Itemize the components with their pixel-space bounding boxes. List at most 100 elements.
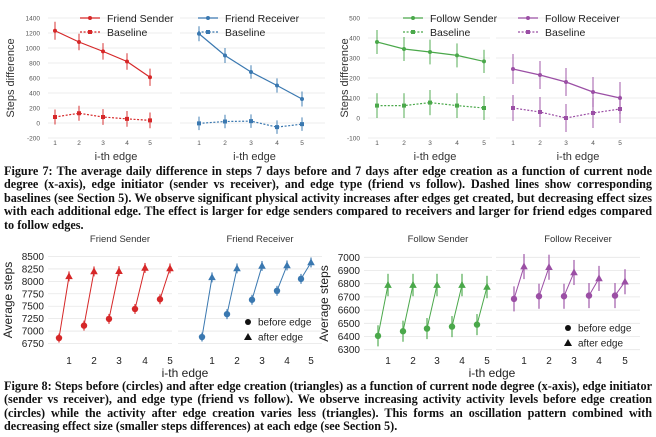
data-point-square [53, 115, 57, 119]
legend-label: Friend Sender [107, 13, 174, 25]
connector-line [83, 271, 95, 326]
x-axis-label: i-th edge [469, 366, 516, 380]
x-tick-label: 2 [77, 140, 81, 147]
legend-marker-square [411, 30, 415, 34]
connector-line [513, 266, 525, 300]
x-tick-label: 5 [618, 140, 622, 147]
x-tick-label: 4 [459, 356, 465, 367]
data-point-after-triangle [409, 281, 417, 288]
data-point-before-circle [80, 322, 88, 329]
data-point-square [125, 116, 129, 121]
x-tick-label: 4 [596, 356, 602, 367]
data-point-after-triangle [433, 281, 441, 288]
x-tick-label: 5 [484, 356, 490, 367]
y-tick-label: 6500 [338, 319, 361, 330]
data-point-before-circle [131, 305, 139, 313]
connector-line [58, 276, 70, 339]
legend-after-triangle-icon [564, 339, 572, 346]
data-point-after-triangle [384, 281, 392, 288]
y-tick-label: 6600 [338, 306, 361, 317]
panel-title: Follow Sender [408, 234, 469, 245]
x-tick-label: 4 [591, 140, 595, 147]
y-tick-label: 6800 [338, 279, 361, 290]
x-tick-label: 5 [308, 356, 314, 367]
y-tick-label: 8250 [22, 264, 45, 275]
data-point-after-triangle [65, 272, 73, 280]
x-tick-label: 5 [482, 140, 486, 147]
data-point-circle [275, 83, 279, 88]
panel-figure-7-friend-sender: -200 0 200 400 600 800 1000 1200 1400 1 2 3 4 5 Steps … [5, 13, 174, 163]
y-tick-label: 400 [29, 90, 40, 97]
legend-marker-square [88, 30, 92, 34]
legend-before-circle-icon [565, 325, 571, 331]
y-tick-label: 500 [349, 15, 360, 22]
data-point-before-circle [423, 325, 431, 332]
connector-line [402, 284, 414, 332]
x-tick-label: 2 [538, 140, 542, 147]
x-tick-label: 4 [125, 140, 129, 147]
legend-label: Follow Sender [430, 13, 498, 25]
data-point-after-triangle [483, 283, 491, 290]
data-point-circle [428, 50, 432, 54]
data-point-before-circle [198, 333, 206, 341]
data-point-circle [77, 40, 81, 44]
x-tick-label: 2 [546, 356, 552, 367]
connector-line [251, 265, 263, 300]
x-tick-label: 1 [66, 356, 72, 367]
x-tick-label: 1 [197, 140, 201, 147]
y-tick-label: 6400 [338, 332, 361, 343]
x-tick-label: 1 [209, 356, 215, 367]
data-point-circle [148, 75, 152, 80]
y-tick-label: 1000 [26, 45, 41, 52]
x-tick-label: 5 [300, 140, 304, 147]
y-tick-label: 7750 [22, 289, 45, 300]
data-point-square [300, 122, 304, 127]
y-tick-label: 6750 [22, 339, 45, 350]
data-point-before-circle [560, 293, 568, 300]
data-point-before-circle [297, 275, 305, 283]
y-tick-label: 7000 [338, 253, 361, 264]
y-tick-label: 800 [29, 60, 40, 67]
data-point-circle [591, 90, 595, 94]
connector-line [377, 284, 389, 336]
legend-after-label: after edge [578, 339, 623, 350]
data-point-circle [300, 97, 304, 101]
data-point-circle [125, 59, 129, 64]
data-point-square [148, 118, 152, 123]
data-point-before-circle [248, 296, 256, 303]
data-point-circle [223, 53, 227, 58]
x-tick-label: 3 [259, 356, 265, 367]
data-point-square [402, 103, 406, 108]
panel-title: Friend Receiver [226, 234, 293, 245]
data-point-after-triangle [520, 262, 528, 270]
x-tick-label: 3 [116, 356, 122, 367]
data-point-square [375, 103, 379, 108]
connector-line [134, 267, 146, 310]
connector-line [588, 278, 600, 296]
data-point-square [77, 111, 81, 116]
connector-line [159, 268, 171, 300]
data-point-square [511, 106, 515, 110]
y-tick-label: 300 [349, 55, 360, 62]
data-point-circle [375, 40, 379, 44]
data-point-circle [197, 31, 201, 36]
connector-line [476, 286, 488, 325]
data-point-before-circle [399, 328, 407, 335]
legend-marker-circle [88, 16, 92, 20]
legend-marker-square [206, 30, 210, 34]
y-tick-label: 7250 [22, 314, 45, 325]
data-point-circle [564, 80, 568, 84]
data-point-square [249, 119, 253, 124]
data-point-circle [53, 28, 57, 33]
series-line-baseline [377, 101, 485, 109]
data-point-square [275, 125, 279, 130]
data-point-before-circle [510, 295, 518, 303]
legend-after-label: after edge [258, 333, 303, 344]
y-tick-label: 8000 [22, 277, 45, 288]
data-point-after-triangle [233, 264, 241, 272]
x-tick-label: 5 [167, 356, 173, 367]
x-tick-label: 3 [434, 356, 440, 367]
data-point-circle [538, 73, 542, 77]
data-point-after-triangle [166, 264, 174, 272]
